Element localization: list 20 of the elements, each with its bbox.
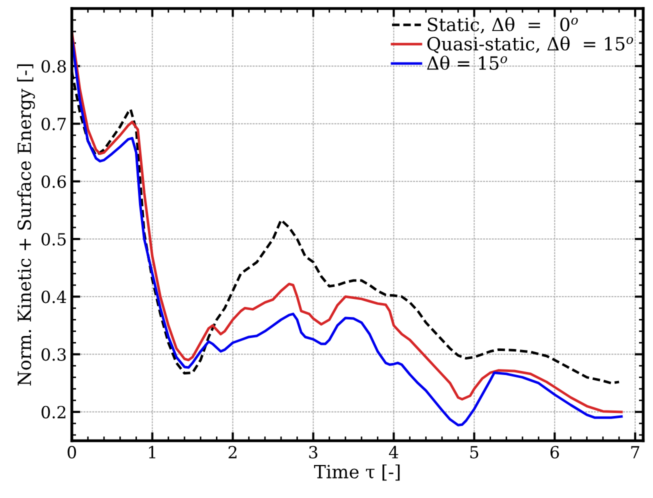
y-tick-label: 0.4 [42, 290, 66, 304]
legend-label: Quasi-static, Δθ = 15$^{o}$ [427, 36, 634, 54]
x-tick-label: 1 [149, 446, 156, 458]
y-tick-label: 0.6 [42, 175, 66, 188]
legend-label: Static, Δθ = 0$^{o}$ [428, 17, 578, 34]
y-axis-title: Norm. Kinetic + Surface Energy [-] [17, 64, 35, 386]
x-tick-label: 4 [388, 446, 398, 458]
x-tick-label: 7 [631, 446, 640, 458]
y-tick-label: 0.7 [42, 118, 66, 130]
x-axis-title: Time τ [-] [314, 464, 400, 481]
x-tick-label: 3 [309, 446, 318, 458]
y-tick-label: 0.3 [42, 348, 66, 361]
y-tick-label: 0.8 [42, 60, 66, 73]
x-tick-label: 5 [470, 446, 478, 458]
y-tick-label: 0.2 [42, 406, 66, 418]
x-tick-label: 6 [550, 446, 559, 458]
x-tick-label: 2 [228, 446, 236, 458]
y-tick-label: 0.5 [42, 232, 66, 246]
x-tick-label: 0 [68, 446, 76, 458]
legend-label: Δθ = 15$^{o}$ [427, 56, 508, 70]
